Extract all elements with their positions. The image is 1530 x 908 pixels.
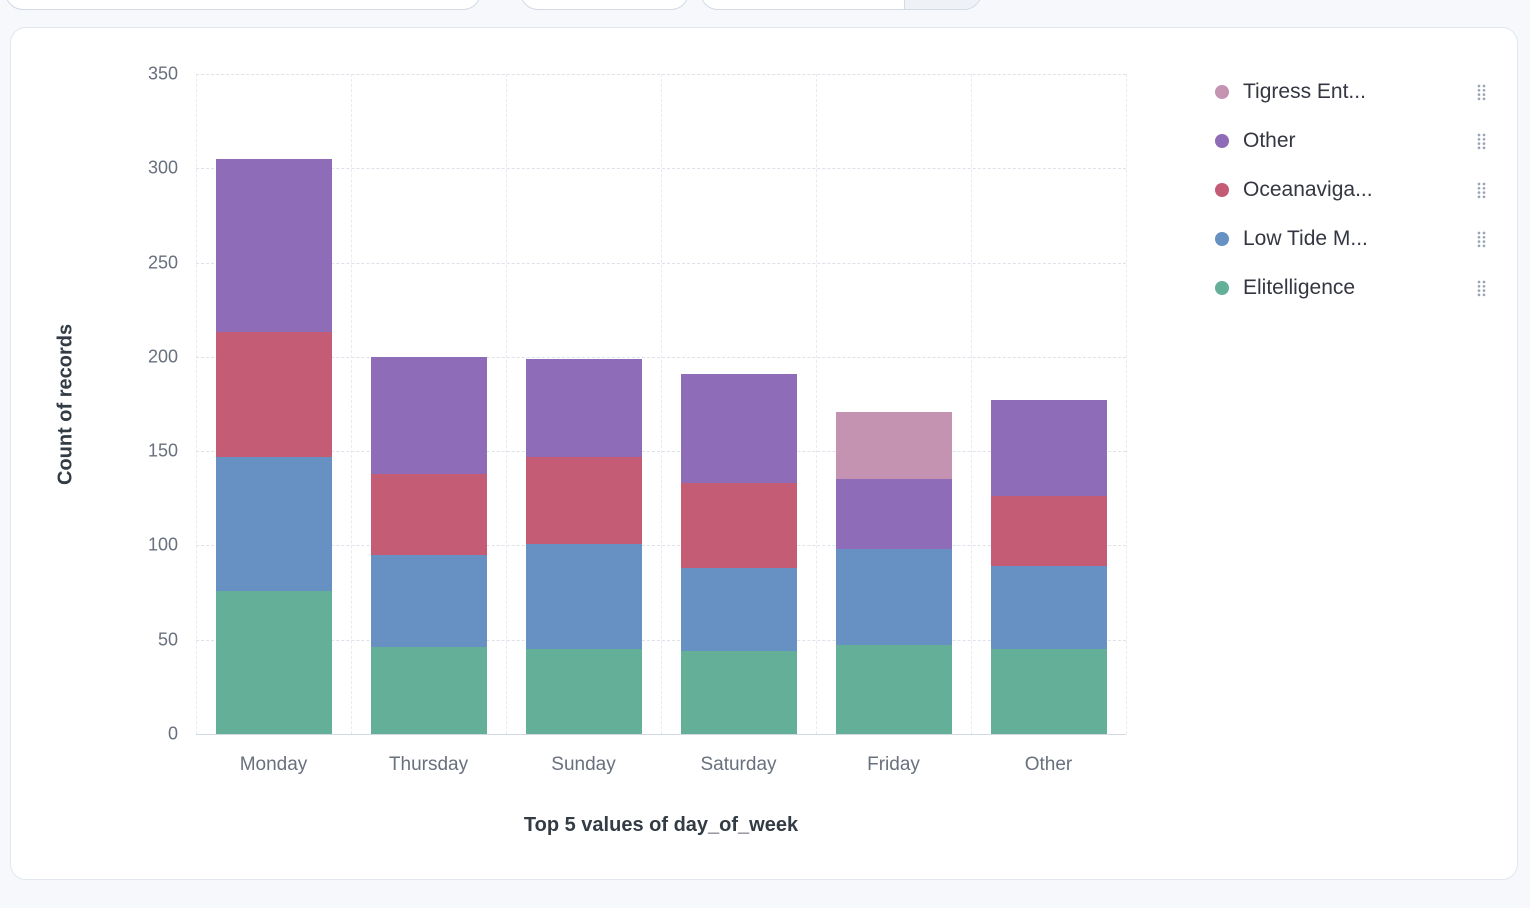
- y-tick-label: 50: [157, 629, 178, 650]
- x-gridline: [971, 74, 972, 734]
- bar-segment[interactable]: [680, 651, 797, 734]
- bar-segment[interactable]: [680, 483, 797, 569]
- bar-segment[interactable]: [370, 356, 487, 474]
- x-tick-label: Saturday: [700, 754, 777, 775]
- bar-segment[interactable]: [835, 479, 952, 550]
- legend-swatch-icon[interactable]: [1215, 232, 1229, 246]
- bar-segment[interactable]: [215, 158, 332, 333]
- legend-swatch-icon[interactable]: [1215, 85, 1229, 99]
- bar-segment[interactable]: [680, 373, 797, 484]
- bar-segment[interactable]: [525, 358, 642, 457]
- bar-segment[interactable]: [370, 473, 487, 555]
- x-gridline: [661, 74, 662, 734]
- legend-item[interactable]: Other: [1215, 124, 1487, 158]
- x-tick-label: Other: [1024, 754, 1073, 775]
- y-axis-title: Count of records: [54, 323, 77, 485]
- bar-segment[interactable]: [215, 456, 332, 591]
- bar-segment[interactable]: [680, 568, 797, 652]
- x-gridline: [1126, 74, 1127, 734]
- y-tick-label: 350: [147, 63, 178, 84]
- legend-actions-dots-icon[interactable]: [1476, 231, 1487, 248]
- legend-swatch-icon[interactable]: [1215, 281, 1229, 295]
- bar-segment[interactable]: [990, 400, 1107, 497]
- x-tick-label: Sunday: [551, 754, 616, 775]
- plot-area: 0 50 100 150 200 250 300 350 Monday Thursday Sunda…: [148, 64, 1127, 775]
- legend-actions-dots-icon[interactable]: [1476, 182, 1487, 199]
- bar-segment[interactable]: [835, 549, 952, 646]
- legend-item[interactable]: Oceanaviga...: [1215, 173, 1487, 207]
- x-gridline: [506, 74, 507, 734]
- x-gridline: [351, 74, 352, 734]
- legend-actions-dots-icon[interactable]: [1476, 280, 1487, 297]
- legend-actions-dots-icon[interactable]: [1476, 133, 1487, 150]
- filter-pill[interactable]: [5, 0, 481, 10]
- legend-swatch-icon[interactable]: [1215, 134, 1229, 148]
- filter-pill[interactable]: [520, 0, 689, 10]
- bar-segment[interactable]: [525, 456, 642, 544]
- x-gridline: [816, 74, 817, 734]
- bar-segment[interactable]: [215, 332, 332, 457]
- legend-item[interactable]: Elitelligence: [1215, 271, 1487, 305]
- bar-segment[interactable]: [370, 647, 487, 734]
- legend-swatch-icon[interactable]: [1215, 183, 1229, 197]
- y-tick-label: 100: [147, 534, 178, 555]
- y-tick-label: 0: [167, 723, 178, 744]
- bar-segment[interactable]: [835, 645, 952, 734]
- y-tick-label: 150: [147, 440, 178, 461]
- bar-segment[interactable]: [990, 566, 1107, 650]
- x-tick-label: Monday: [239, 754, 308, 775]
- x-tick-label: Thursday: [388, 754, 469, 775]
- legend-label[interactable]: Tigress Ent...: [1243, 80, 1366, 103]
- bar-segment[interactable]: [835, 411, 952, 480]
- legend: Tigress Ent... Other Oceanaviga... Low Tide…: [1215, 75, 1487, 305]
- filter-pill-group[interactable]: [700, 0, 982, 10]
- bar-segment[interactable]: [990, 496, 1107, 567]
- bar-segment[interactable]: [525, 649, 642, 734]
- chart-card: Count of records 0 50 100 150 200 250 300 350 Mo…: [10, 27, 1518, 880]
- x-tick-label: Friday: [867, 754, 920, 775]
- x-axis-title: Top 5 values of day_of_week: [523, 814, 799, 836]
- legend-item[interactable]: Tigress Ent...: [1215, 75, 1487, 109]
- legend-label[interactable]: Elitelligence: [1243, 276, 1356, 299]
- legend-label[interactable]: Low Tide M...: [1243, 227, 1368, 250]
- y-gridline: [196, 734, 1126, 735]
- bar-segment[interactable]: [525, 543, 642, 650]
- y-tick-label: 200: [147, 346, 178, 367]
- y-tick-label: 300: [147, 157, 178, 178]
- x-gridline: [196, 74, 197, 734]
- legend-label[interactable]: Other: [1243, 129, 1296, 152]
- bar-segment[interactable]: [215, 590, 332, 734]
- y-tick-label: 250: [147, 252, 178, 273]
- bar-segment[interactable]: [990, 649, 1107, 734]
- bar-segment[interactable]: [370, 554, 487, 648]
- legend-item[interactable]: Low Tide M...: [1215, 222, 1487, 256]
- legend-label[interactable]: Oceanaviga...: [1243, 178, 1373, 201]
- legend-actions-dots-icon[interactable]: [1476, 84, 1487, 101]
- filter-pill-action-segment[interactable]: [904, 0, 981, 9]
